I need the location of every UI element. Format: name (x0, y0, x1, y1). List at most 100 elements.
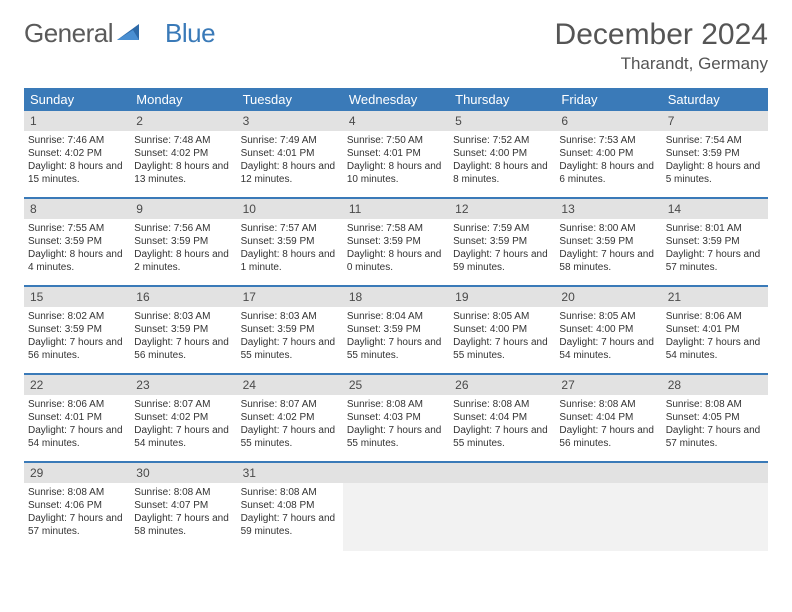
sunrise-text: Sunrise: 8:07 AM (134, 398, 232, 411)
day-number: 10 (237, 199, 343, 219)
day-details (555, 483, 661, 551)
sunrise-text: Sunrise: 8:08 AM (347, 398, 445, 411)
day-details: Sunrise: 8:00 AMSunset: 3:59 PMDaylight:… (555, 219, 661, 279)
sunset-text: Sunset: 4:02 PM (28, 147, 126, 160)
day-cell: 23Sunrise: 8:07 AMSunset: 4:02 PMDayligh… (130, 375, 236, 461)
sunset-text: Sunset: 4:04 PM (453, 411, 551, 424)
day-cell: 7Sunrise: 7:54 AMSunset: 3:59 PMDaylight… (662, 111, 768, 197)
day-details: Sunrise: 7:48 AMSunset: 4:02 PMDaylight:… (130, 131, 236, 191)
sunrise-text: Sunrise: 7:54 AM (666, 134, 764, 147)
day-details (662, 483, 768, 551)
weeks-container: 1Sunrise: 7:46 AMSunset: 4:02 PMDaylight… (24, 111, 768, 551)
day-header: Saturday (662, 88, 768, 111)
day-number (662, 463, 768, 483)
day-number: 6 (555, 111, 661, 131)
location: Tharandt, Germany (555, 54, 768, 74)
sunset-text: Sunset: 3:59 PM (28, 323, 126, 336)
daylight-text: Daylight: 7 hours and 54 minutes. (28, 424, 126, 450)
sunrise-text: Sunrise: 8:00 AM (559, 222, 657, 235)
day-details: Sunrise: 7:57 AMSunset: 3:59 PMDaylight:… (237, 219, 343, 279)
day-details: Sunrise: 7:49 AMSunset: 4:01 PMDaylight:… (237, 131, 343, 191)
day-details: Sunrise: 7:54 AMSunset: 3:59 PMDaylight:… (662, 131, 768, 191)
day-cell: 16Sunrise: 8:03 AMSunset: 3:59 PMDayligh… (130, 287, 236, 373)
day-number: 9 (130, 199, 236, 219)
daylight-text: Daylight: 8 hours and 5 minutes. (666, 160, 764, 186)
sunrise-text: Sunrise: 8:04 AM (347, 310, 445, 323)
daylight-text: Daylight: 7 hours and 55 minutes. (241, 336, 339, 362)
day-details (449, 483, 555, 551)
day-number: 18 (343, 287, 449, 307)
day-cell: 21Sunrise: 8:06 AMSunset: 4:01 PMDayligh… (662, 287, 768, 373)
daylight-text: Daylight: 7 hours and 57 minutes. (666, 424, 764, 450)
day-details: Sunrise: 8:04 AMSunset: 3:59 PMDaylight:… (343, 307, 449, 367)
empty-cell (343, 463, 449, 551)
day-number: 7 (662, 111, 768, 131)
sunrise-text: Sunrise: 8:08 AM (241, 486, 339, 499)
sunset-text: Sunset: 4:08 PM (241, 499, 339, 512)
sunrise-text: Sunrise: 8:08 AM (666, 398, 764, 411)
sunset-text: Sunset: 4:02 PM (241, 411, 339, 424)
day-number: 31 (237, 463, 343, 483)
daylight-text: Daylight: 8 hours and 12 minutes. (241, 160, 339, 186)
daylight-text: Daylight: 7 hours and 54 minutes. (666, 336, 764, 362)
daylight-text: Daylight: 7 hours and 55 minutes. (453, 336, 551, 362)
week-row: 1Sunrise: 7:46 AMSunset: 4:02 PMDaylight… (24, 111, 768, 199)
sunrise-text: Sunrise: 8:08 AM (453, 398, 551, 411)
day-cell: 11Sunrise: 7:58 AMSunset: 3:59 PMDayligh… (343, 199, 449, 285)
week-row: 8Sunrise: 7:55 AMSunset: 3:59 PMDaylight… (24, 199, 768, 287)
day-number (555, 463, 661, 483)
day-details: Sunrise: 8:08 AMSunset: 4:08 PMDaylight:… (237, 483, 343, 543)
sunrise-text: Sunrise: 7:57 AM (241, 222, 339, 235)
day-details: Sunrise: 8:06 AMSunset: 4:01 PMDaylight:… (24, 395, 130, 455)
sunrise-text: Sunrise: 7:48 AM (134, 134, 232, 147)
day-number: 19 (449, 287, 555, 307)
sunset-text: Sunset: 4:00 PM (453, 323, 551, 336)
day-header: Friday (555, 88, 661, 111)
month-title: December 2024 (555, 18, 768, 52)
day-details: Sunrise: 7:50 AMSunset: 4:01 PMDaylight:… (343, 131, 449, 191)
sunrise-text: Sunrise: 8:03 AM (241, 310, 339, 323)
sunrise-text: Sunrise: 8:06 AM (666, 310, 764, 323)
day-cell: 12Sunrise: 7:59 AMSunset: 3:59 PMDayligh… (449, 199, 555, 285)
day-number: 3 (237, 111, 343, 131)
title-block: December 2024 Tharandt, Germany (555, 18, 768, 74)
day-cell: 26Sunrise: 8:08 AMSunset: 4:04 PMDayligh… (449, 375, 555, 461)
sunset-text: Sunset: 4:06 PM (28, 499, 126, 512)
sunset-text: Sunset: 4:03 PM (347, 411, 445, 424)
day-header-row: Sunday Monday Tuesday Wednesday Thursday… (24, 88, 768, 111)
sunset-text: Sunset: 4:01 PM (241, 147, 339, 160)
day-details: Sunrise: 7:56 AMSunset: 3:59 PMDaylight:… (130, 219, 236, 279)
sunset-text: Sunset: 3:59 PM (453, 235, 551, 248)
sunset-text: Sunset: 3:59 PM (241, 323, 339, 336)
day-number: 12 (449, 199, 555, 219)
day-details: Sunrise: 8:05 AMSunset: 4:00 PMDaylight:… (449, 307, 555, 367)
sunrise-text: Sunrise: 8:08 AM (28, 486, 126, 499)
day-number: 4 (343, 111, 449, 131)
day-details: Sunrise: 8:01 AMSunset: 3:59 PMDaylight:… (662, 219, 768, 279)
sunrise-text: Sunrise: 8:01 AM (666, 222, 764, 235)
sunrise-text: Sunrise: 7:56 AM (134, 222, 232, 235)
sunset-text: Sunset: 4:04 PM (559, 411, 657, 424)
day-cell: 31Sunrise: 8:08 AMSunset: 4:08 PMDayligh… (237, 463, 343, 551)
daylight-text: Daylight: 7 hours and 57 minutes. (666, 248, 764, 274)
day-cell: 24Sunrise: 8:07 AMSunset: 4:02 PMDayligh… (237, 375, 343, 461)
calendar: Sunday Monday Tuesday Wednesday Thursday… (24, 88, 768, 551)
sunset-text: Sunset: 4:02 PM (134, 147, 232, 160)
sunset-text: Sunset: 3:59 PM (347, 235, 445, 248)
day-details: Sunrise: 8:03 AMSunset: 3:59 PMDaylight:… (130, 307, 236, 367)
day-details: Sunrise: 7:59 AMSunset: 3:59 PMDaylight:… (449, 219, 555, 279)
day-number: 26 (449, 375, 555, 395)
sunset-text: Sunset: 4:01 PM (347, 147, 445, 160)
sunrise-text: Sunrise: 7:55 AM (28, 222, 126, 235)
day-details: Sunrise: 8:08 AMSunset: 4:06 PMDaylight:… (24, 483, 130, 543)
daylight-text: Daylight: 7 hours and 54 minutes. (559, 336, 657, 362)
daylight-text: Daylight: 7 hours and 54 minutes. (134, 424, 232, 450)
day-cell: 30Sunrise: 8:08 AMSunset: 4:07 PMDayligh… (130, 463, 236, 551)
week-row: 29Sunrise: 8:08 AMSunset: 4:06 PMDayligh… (24, 463, 768, 551)
day-details: Sunrise: 8:02 AMSunset: 3:59 PMDaylight:… (24, 307, 130, 367)
day-details: Sunrise: 8:03 AMSunset: 3:59 PMDaylight:… (237, 307, 343, 367)
daylight-text: Daylight: 7 hours and 56 minutes. (28, 336, 126, 362)
sunset-text: Sunset: 4:07 PM (134, 499, 232, 512)
day-number: 15 (24, 287, 130, 307)
sunset-text: Sunset: 4:02 PM (134, 411, 232, 424)
